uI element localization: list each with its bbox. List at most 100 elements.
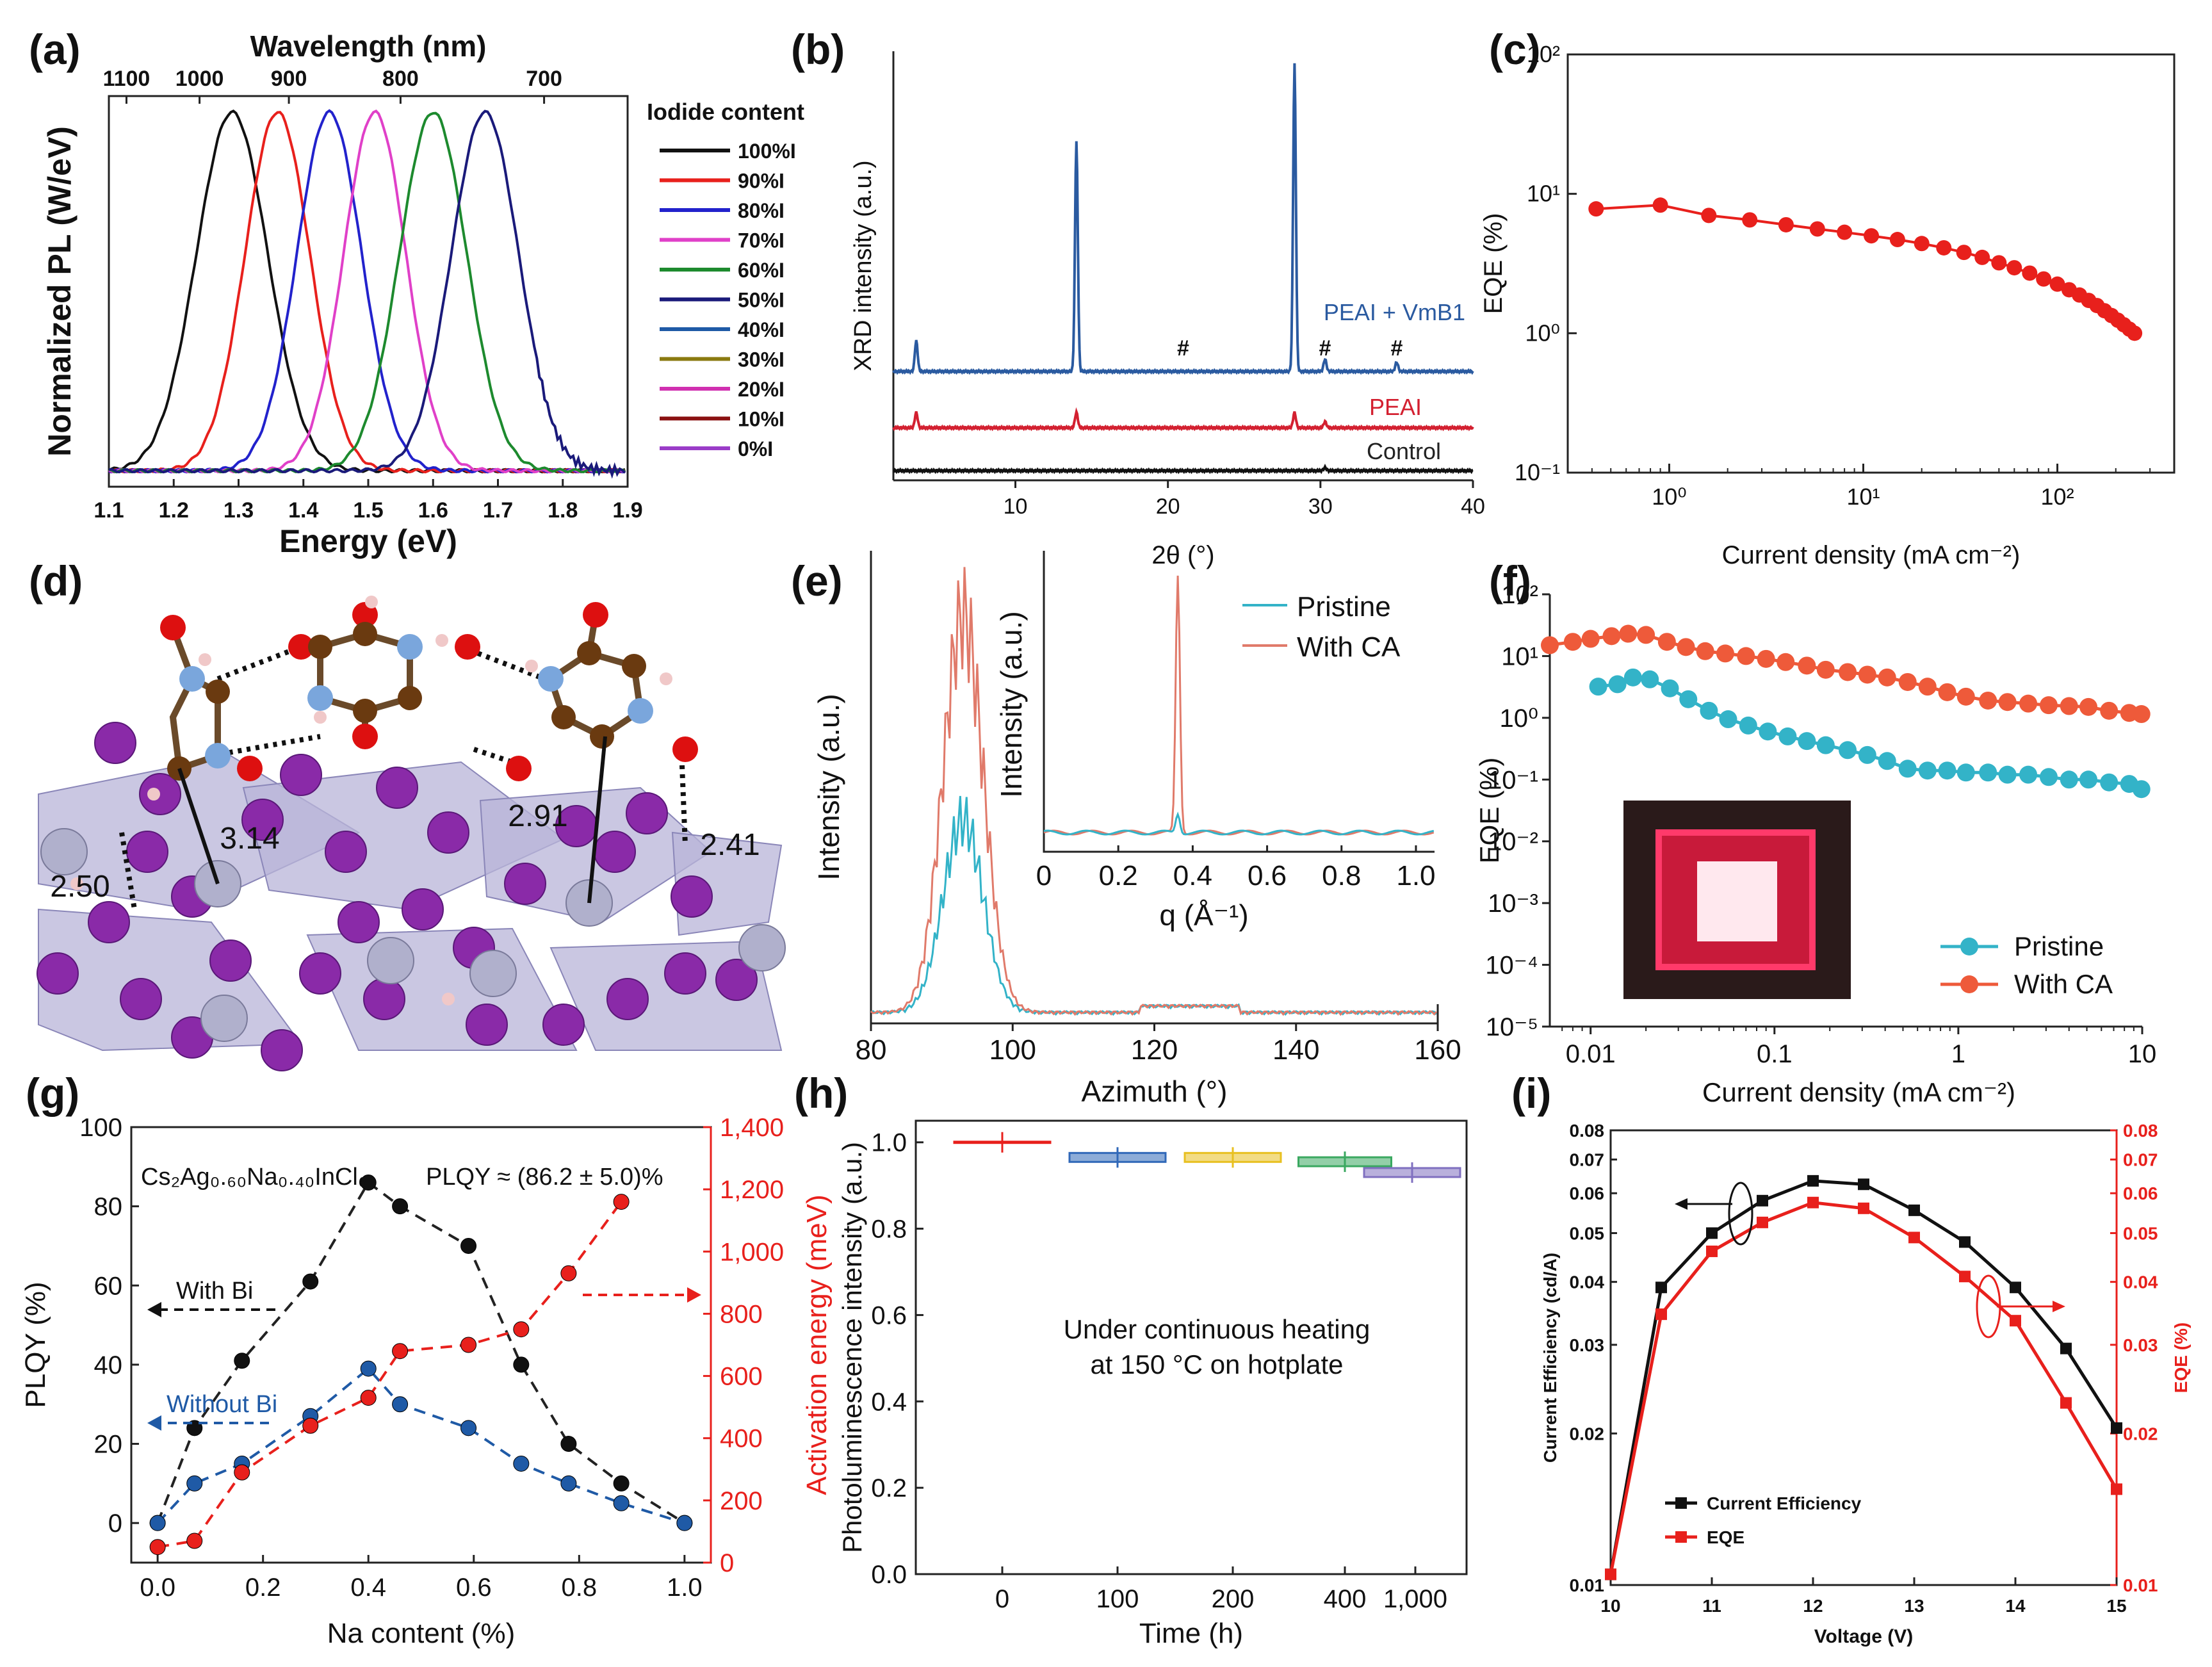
tick-label: 1.3 bbox=[224, 498, 254, 523]
hydrogen-atom bbox=[660, 672, 672, 685]
series-label: PEAI + VmB1 bbox=[1324, 299, 1465, 325]
panel-i: (i)10 11 12 13 14 150.01 0.010.02 0.020.03 0.030… bbox=[1511, 1069, 2191, 1647]
panel-a: (a) 1.1 1.2 1.3 1.4 1.5 1.6 1.7 1.8 1.9 1100 1000 90… bbox=[29, 26, 804, 559]
series-marker bbox=[1858, 1202, 1869, 1214]
x-axis-title: Energy (eV) bbox=[279, 523, 457, 559]
tick-label: 10¹ bbox=[1527, 181, 1560, 207]
device-emitting-area bbox=[1697, 861, 1777, 941]
tick-label: 15 bbox=[2106, 1596, 2126, 1616]
tick-label: 100 bbox=[1096, 1585, 1139, 1613]
tick-label-right: 1,200 bbox=[720, 1176, 784, 1204]
tick-label: 0.4 bbox=[871, 1388, 907, 1416]
iodide-atom bbox=[466, 1004, 508, 1046]
panel-label: (i) bbox=[1511, 1069, 1551, 1117]
tick-label-right: 0.04 bbox=[2123, 1273, 2158, 1292]
top-tick-label: 700 bbox=[526, 67, 562, 91]
tick-label: 0.0 bbox=[871, 1561, 907, 1589]
oxygen-atom bbox=[583, 602, 608, 628]
oxygen-atom bbox=[506, 756, 532, 781]
iodide-atom bbox=[94, 722, 136, 764]
eqe-point bbox=[1619, 624, 1638, 643]
inset-tick-label: 1.0 bbox=[1396, 860, 1435, 891]
panel-label: (b) bbox=[791, 26, 845, 73]
panel-f: (f) 0.01 0.1 1 10 10⁻⁵ 10⁻⁴ 10⁻³ 10⁻² 10⁻¹ 10⁰ 10¹ 1… bbox=[1474, 557, 2156, 1107]
tick-label: 30 bbox=[1308, 494, 1333, 519]
tick-label: 0.01 bbox=[1566, 1040, 1616, 1068]
tick-label-right: 0.08 bbox=[2123, 1121, 2158, 1141]
legend-label: Pristine bbox=[2014, 931, 2104, 961]
annotation-text: Under continuous heating bbox=[1064, 1314, 1370, 1344]
tick-label: 0.6 bbox=[456, 1573, 492, 1602]
x-axis-title: Azimuth (°) bbox=[1082, 1075, 1228, 1108]
tick-label: 0.0 bbox=[140, 1573, 175, 1602]
legend-label: 30%I bbox=[738, 348, 785, 371]
carbon-atom bbox=[353, 699, 377, 723]
y-axis-title-right: Activation energy (meV) bbox=[801, 1194, 833, 1495]
arrow-head bbox=[2053, 1301, 2065, 1312]
eqe-point bbox=[2100, 701, 2118, 720]
iodide-atom bbox=[337, 901, 380, 943]
panel-label: (e) bbox=[791, 557, 843, 605]
carbon-atom bbox=[590, 724, 614, 749]
series-marker bbox=[2060, 1342, 2072, 1354]
tick-label: 0.01 bbox=[1570, 1575, 1605, 1595]
series-point bbox=[613, 1475, 630, 1492]
octahedron bbox=[38, 908, 302, 1052]
panel-label: (a) bbox=[29, 26, 81, 73]
y-axis-title: PLQY (%) bbox=[20, 1281, 51, 1408]
eqe-point bbox=[1979, 691, 1997, 710]
hydrogen-atom bbox=[525, 660, 538, 672]
series-point bbox=[513, 1356, 530, 1373]
plqy-note: PLQY ≈ (86.2 ± 5.0)% bbox=[426, 1164, 663, 1191]
series-point bbox=[186, 1475, 203, 1492]
iodide-atom bbox=[664, 952, 706, 995]
eqe-point bbox=[1602, 627, 1621, 646]
series-marker bbox=[1858, 1178, 1869, 1191]
eqe-point bbox=[2079, 697, 2098, 716]
eqe-point bbox=[1696, 642, 1714, 660]
tick-label: 14 bbox=[2005, 1596, 2026, 1616]
series-marker bbox=[1706, 1245, 1718, 1257]
top-tick-label: 1000 bbox=[175, 67, 224, 91]
carbon-atom bbox=[577, 641, 601, 665]
eqe-point bbox=[1979, 763, 1997, 782]
eqe-point bbox=[1652, 197, 1668, 213]
oxygen-atom bbox=[237, 756, 263, 781]
tick-label-right: 0.06 bbox=[2123, 1183, 2158, 1203]
series-marker bbox=[2060, 1397, 2072, 1409]
series-marker bbox=[2111, 1483, 2122, 1495]
series-point bbox=[460, 1420, 477, 1436]
tick-label-right: 0.07 bbox=[2123, 1150, 2158, 1170]
azimuth-trace bbox=[870, 795, 1437, 1016]
nitrogen-atom bbox=[628, 698, 653, 724]
tick-label: 200 bbox=[1212, 1585, 1255, 1613]
without-bi-label: Without Bi bbox=[167, 1391, 277, 1418]
tick-label-right: 0 bbox=[720, 1549, 734, 1577]
hash-annotation: # bbox=[1319, 336, 1331, 361]
carbon-atom bbox=[398, 686, 422, 710]
eqe-point bbox=[1974, 249, 1990, 265]
eqe-point bbox=[2039, 696, 2058, 715]
formula-label: Cs₂Ag₀.₆₀Na₀.₄₀InCl₆ bbox=[141, 1164, 368, 1191]
series-point bbox=[186, 1533, 203, 1549]
tick-label-right: 0.01 bbox=[2123, 1575, 2158, 1595]
eqe-point bbox=[1541, 636, 1559, 655]
iodide-atom bbox=[126, 831, 168, 873]
eqe-point bbox=[1918, 761, 1937, 780]
series-point bbox=[392, 1198, 409, 1215]
tick-label: 10 bbox=[2128, 1040, 2157, 1068]
series-point bbox=[360, 1360, 377, 1377]
ellipse-marker bbox=[1976, 1274, 2001, 1338]
iodide-atom bbox=[280, 754, 322, 796]
iodide-atom bbox=[88, 901, 130, 943]
top-tick-label: 1100 bbox=[103, 67, 150, 91]
eqe-point bbox=[1936, 240, 1952, 256]
eqe-point bbox=[1588, 201, 1604, 217]
tick-label-right: 0.05 bbox=[2123, 1223, 2158, 1243]
legend-marker bbox=[1960, 938, 1978, 955]
inset-x-axis-title: q (Å⁻¹) bbox=[1159, 899, 1248, 932]
series-marker bbox=[2010, 1281, 2021, 1294]
iodide-atom bbox=[594, 831, 636, 873]
legend-label: 0%I bbox=[738, 437, 773, 460]
tick-label: 0.03 bbox=[1570, 1335, 1605, 1355]
